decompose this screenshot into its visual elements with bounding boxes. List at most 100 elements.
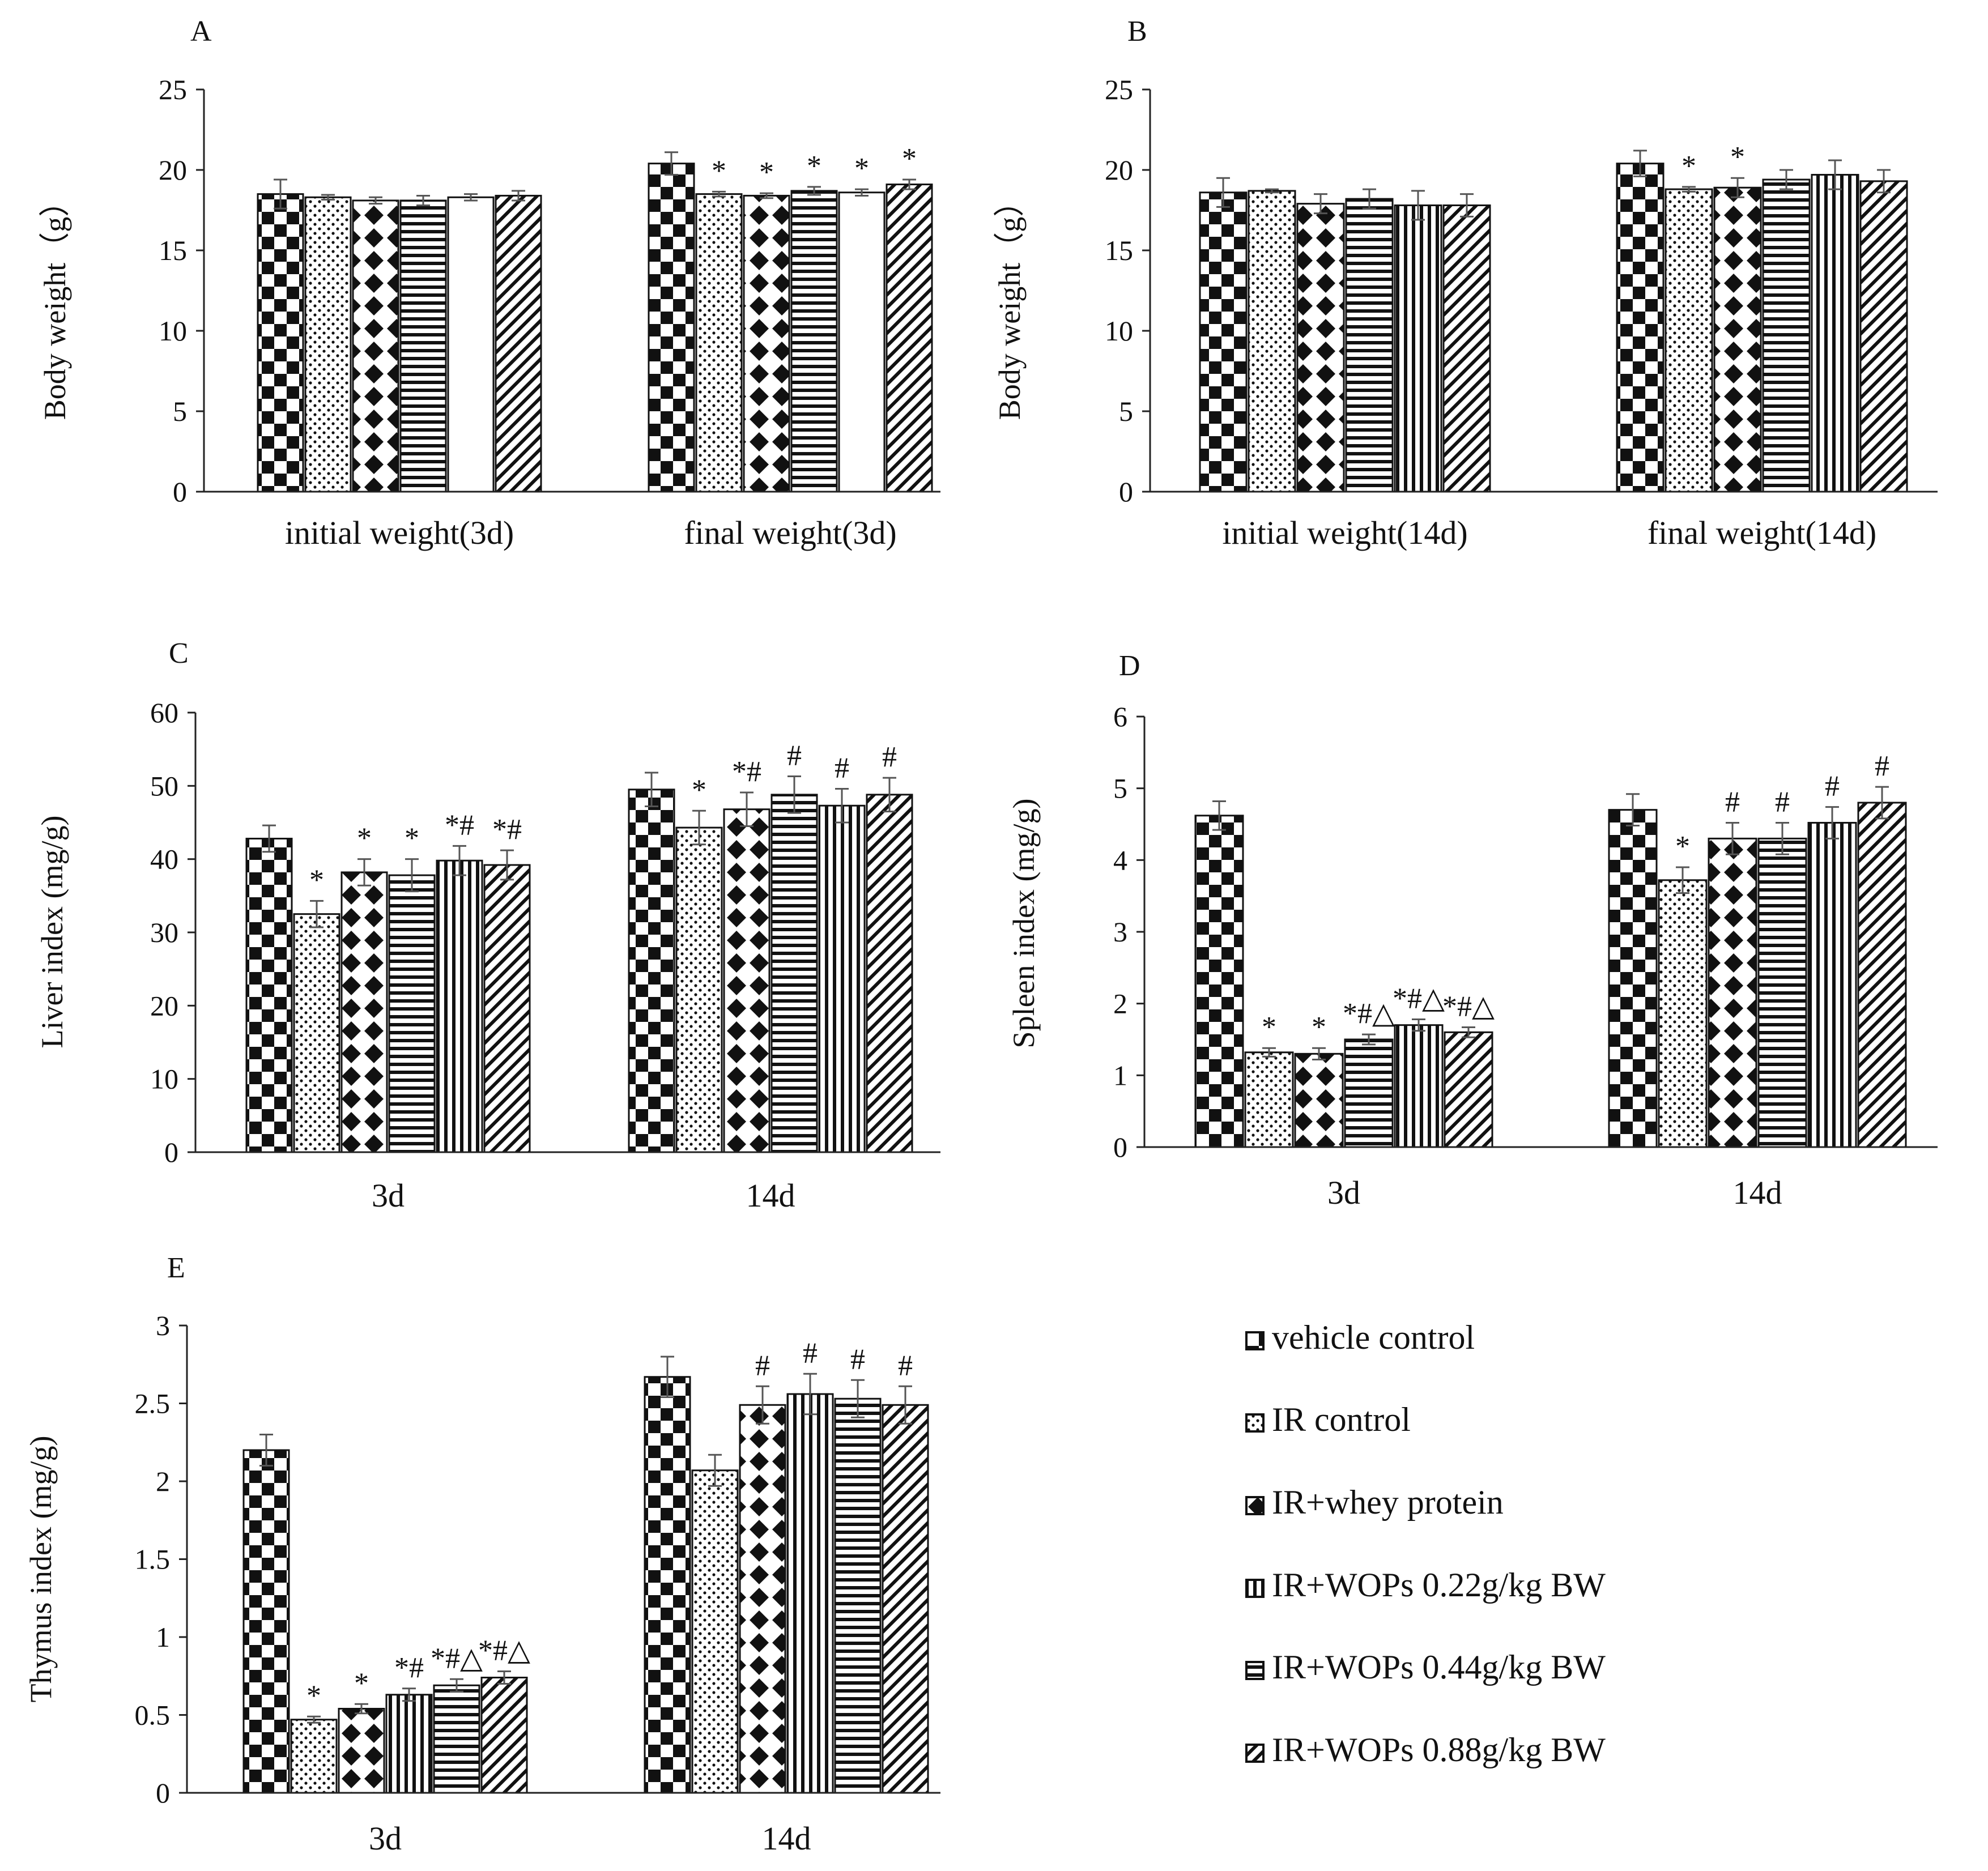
bar — [1345, 198, 1394, 493]
legend-item-ir-wops-044: IR+WOPs 0.44g/kg BW — [1245, 1648, 1606, 1686]
y-tick-label: 25 — [1105, 74, 1133, 105]
legend-label: IR+WOPs 0.88g/kg BW — [1272, 1731, 1606, 1768]
bar — [480, 1677, 528, 1794]
bar — [1811, 174, 1859, 493]
significance-mark: * — [1262, 1011, 1276, 1043]
y-tick-label: 0.5 — [135, 1699, 171, 1731]
y-tick-label: 25 — [159, 74, 187, 105]
y-axis-label: Thymus index (mg/g) — [24, 1436, 58, 1703]
legend-item-vehicle-control: vehicle control — [1245, 1319, 1475, 1356]
legend-swatch — [1245, 1496, 1265, 1515]
bar — [739, 1404, 786, 1794]
y-tick-label: 10 — [1105, 315, 1133, 347]
significance-mark: * — [692, 774, 706, 806]
bar — [818, 804, 866, 1153]
significance-mark: * — [405, 822, 419, 855]
y-tick-label: 15 — [159, 235, 187, 266]
category-label: 3d — [1327, 1174, 1360, 1211]
bar — [644, 1376, 691, 1794]
bar — [1344, 1038, 1394, 1148]
bar — [882, 1404, 929, 1794]
y-tick-label: 20 — [159, 154, 187, 186]
bar — [695, 193, 743, 493]
legend-item-ir-whey-protein: IR+whey protein — [1245, 1484, 1504, 1521]
bar — [1394, 1024, 1444, 1148]
bar — [1708, 837, 1757, 1148]
legend-item-ir-wops-022: IR+WOPs 0.22g/kg BW — [1245, 1566, 1606, 1604]
y-tick-label: 0 — [1113, 1131, 1127, 1163]
bar — [1616, 163, 1665, 493]
bar — [770, 794, 818, 1153]
bar — [433, 1684, 480, 1794]
bar — [648, 163, 695, 493]
bar — [245, 837, 293, 1153]
significance-mark: *#△ — [1442, 990, 1495, 1022]
bar — [1713, 186, 1762, 493]
category-label: initial weight(14d) — [1222, 514, 1467, 551]
bar — [886, 184, 933, 493]
significance-mark: * — [1682, 150, 1696, 182]
bar — [1757, 837, 1807, 1148]
bar — [743, 194, 790, 493]
significance-mark: * — [309, 864, 324, 896]
bar — [483, 864, 531, 1153]
legend-label: IR+whey protein — [1272, 1484, 1504, 1521]
y-tick-label: 0 — [173, 476, 187, 508]
category-label: 14d — [746, 1177, 795, 1214]
y-tick-label: 5 — [1119, 395, 1133, 427]
bar — [723, 808, 770, 1153]
bar — [447, 196, 495, 493]
y-tick-label: 10 — [159, 315, 187, 347]
panel-letter: D — [1119, 650, 1140, 682]
legend-item-ir-control: IR control — [1245, 1401, 1411, 1438]
bar — [338, 1708, 385, 1794]
y-tick-label: 6 — [1113, 701, 1127, 732]
y-tick-label: 15 — [1105, 235, 1133, 266]
category-label: final weight(14d) — [1648, 514, 1876, 551]
significance-mark: # — [1825, 770, 1840, 803]
significance-mark: # — [898, 1349, 913, 1382]
bar — [1244, 1051, 1294, 1148]
panel-letter: E — [167, 1252, 185, 1284]
significance-mark: # — [1875, 750, 1889, 782]
y-tick-label: 60 — [150, 697, 178, 728]
bar — [790, 190, 838, 493]
y-tick-label: 1 — [1113, 1059, 1127, 1091]
legend-label: vehicle control — [1272, 1319, 1475, 1356]
bar — [1859, 180, 1908, 493]
significance-mark: * — [1675, 830, 1690, 863]
category-label: 3d — [372, 1177, 405, 1214]
bar — [1608, 809, 1658, 1148]
bar — [1665, 188, 1713, 493]
y-tick-label: 1.5 — [135, 1544, 171, 1575]
significance-mark: * — [759, 156, 774, 189]
y-axis-label: Spleen index (mg/g) — [1007, 799, 1041, 1049]
bar — [834, 1397, 882, 1794]
significance-mark: * — [902, 143, 917, 175]
significance-mark: * — [306, 1680, 321, 1712]
bar — [1394, 204, 1442, 493]
bar — [388, 874, 436, 1153]
bar — [290, 1719, 338, 1794]
panel-b: B Body weight（g） initial weight(14d) * * fi… — [993, 15, 1938, 551]
y-tick-label: 0 — [1119, 476, 1133, 508]
y-tick-label: 3 — [156, 1310, 170, 1341]
significance-mark: # — [835, 752, 849, 785]
bar — [628, 789, 675, 1153]
panel-e: E Thymus index (mg/g) * * *# *#△*#△3d# # # #14… — [24, 1252, 940, 1857]
significance-mark: # — [1725, 786, 1740, 818]
significance-mark: # — [755, 1349, 770, 1382]
significance-mark: * — [854, 152, 869, 185]
bar — [1444, 1031, 1493, 1148]
y-tick-label: 3 — [1113, 916, 1127, 948]
y-tick-label: 2 — [1113, 988, 1127, 1020]
significance-mark: *# — [394, 1652, 424, 1684]
y-tick-label: 5 — [173, 395, 187, 427]
panel-letter: A — [190, 15, 212, 48]
bar — [242, 1449, 290, 1794]
significance-mark: *# — [732, 756, 761, 788]
y-tick-label: 50 — [150, 770, 178, 802]
bar — [436, 859, 483, 1153]
